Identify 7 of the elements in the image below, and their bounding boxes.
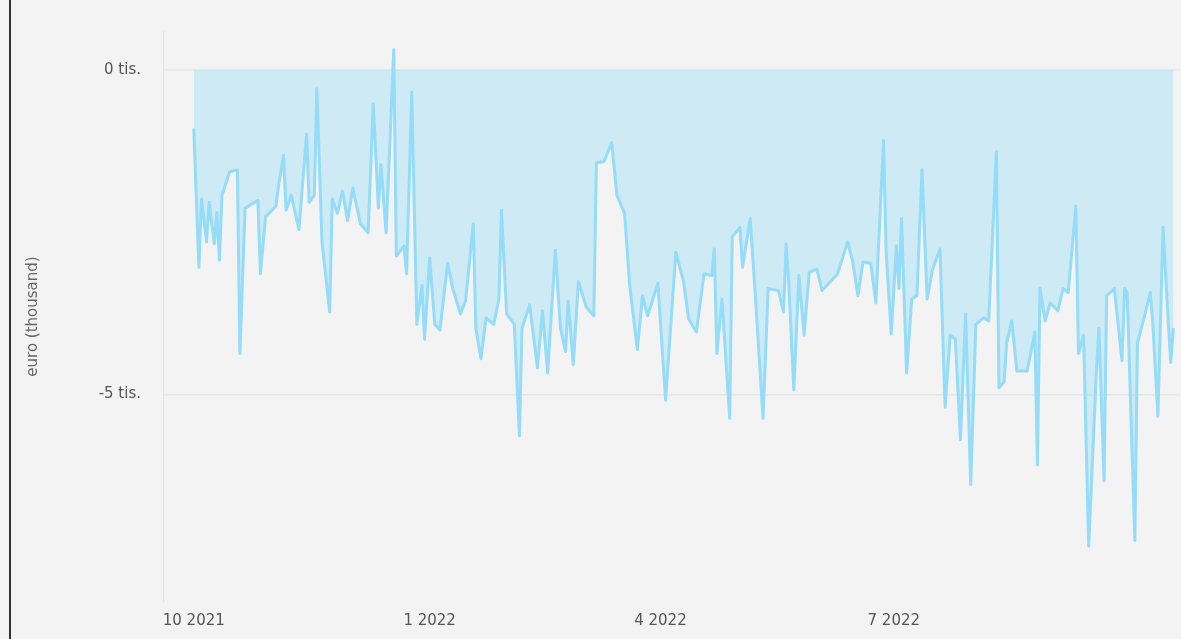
x-tick-label: 7 2022 (867, 610, 921, 629)
x-tick-label: 1 2022 (403, 610, 456, 629)
y-axis-title: euro (thousand) (22, 256, 41, 377)
x-tick-label: 10 2021 (162, 610, 225, 629)
y-tick-label: 0 tis. (104, 59, 141, 78)
x-tick-label: 4 2022 (634, 610, 687, 629)
y-tick-label: -5 tis. (98, 384, 141, 403)
